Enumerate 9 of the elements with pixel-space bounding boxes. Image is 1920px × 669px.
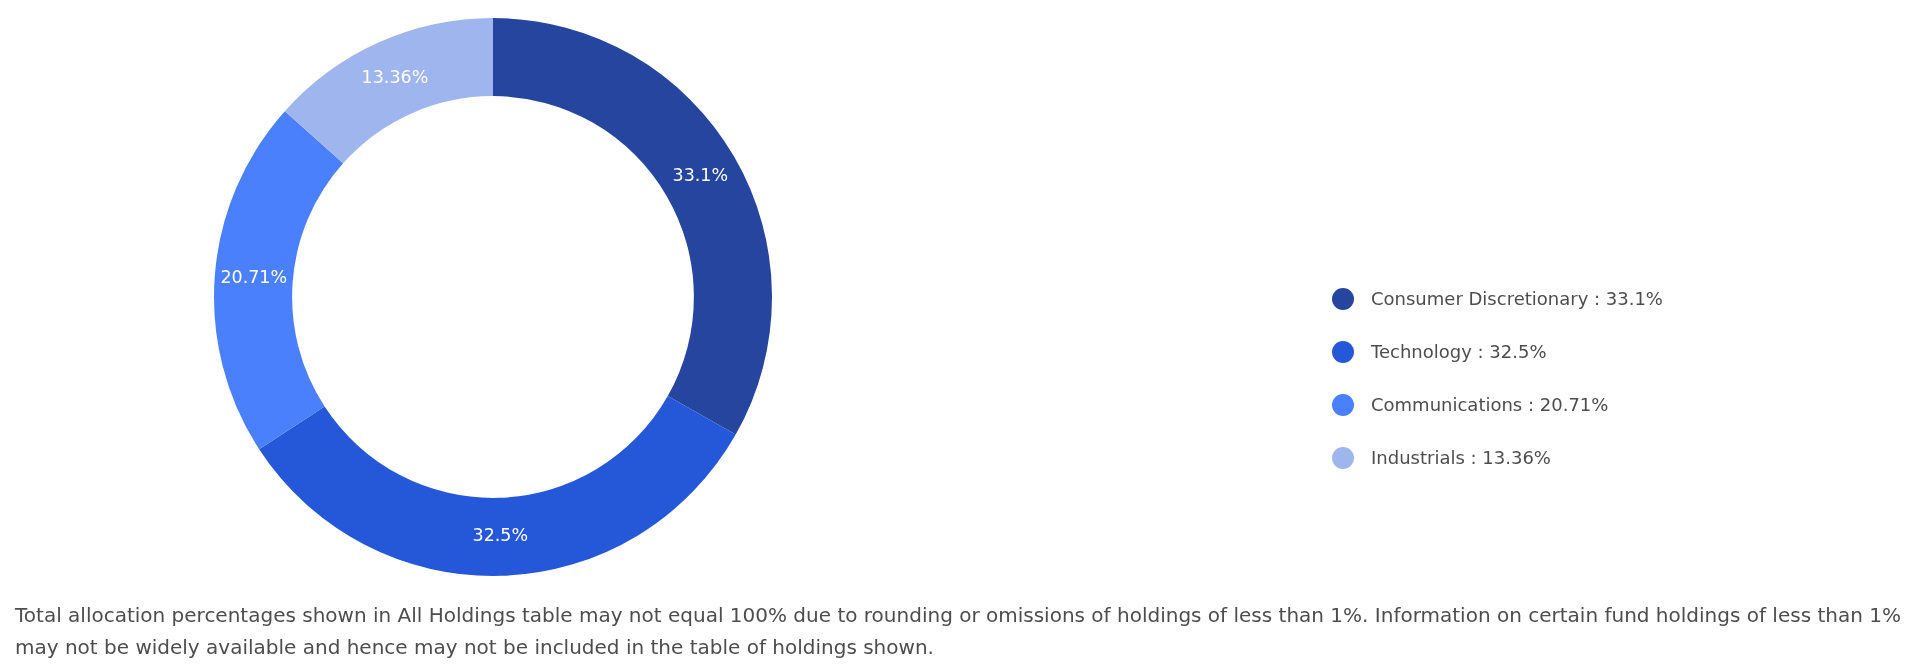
data-label: 20.71%	[220, 267, 288, 288]
legend-label: Technology : 32.5%	[1371, 341, 1547, 362]
data-label: 32.5%	[472, 525, 529, 546]
legend-label: Communications : 20.71%	[1371, 394, 1609, 415]
text: Total allocation percentages shown in All Holdings table may not equal 100% due to rounding or omissions of holdings of less than 1%. Information on certain fund holdings of less than 1% may not be widely available and hence may not be included in the table of holdings shown.	[15, 602, 1902, 661]
data-label: 33.1%	[672, 164, 729, 185]
data-label: 13.36%	[361, 66, 429, 87]
legend-label: Consumer Discretionary : 33.1%	[1371, 288, 1663, 309]
legend-label: Industrials : 13.36%	[1371, 447, 1551, 468]
